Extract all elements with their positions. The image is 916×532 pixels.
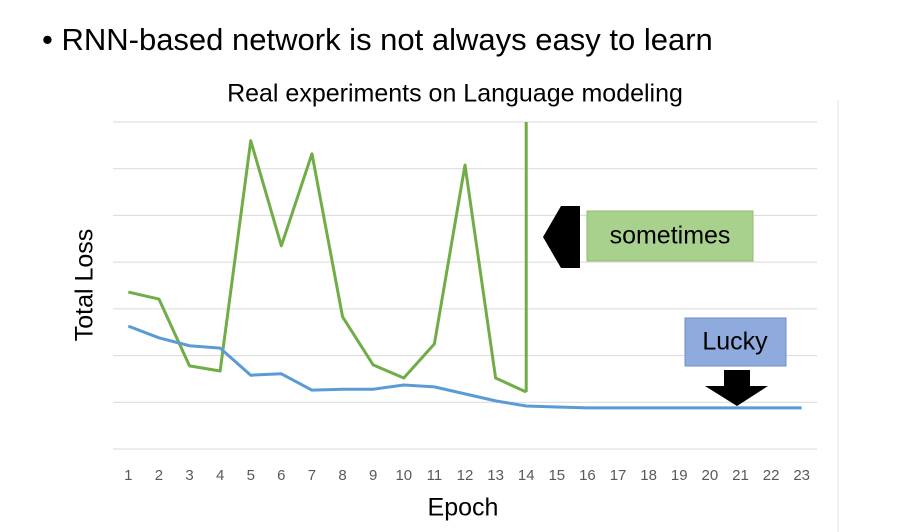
x-tick-label: 17 — [610, 467, 627, 484]
x-tick-label: 21 — [732, 467, 749, 484]
x-tick-label: 13 — [487, 467, 504, 484]
x-tick-label: 8 — [338, 467, 346, 484]
lucky-box — [684, 317, 787, 367]
x-tick-label: 7 — [308, 467, 316, 484]
x-tick-label: 16 — [579, 467, 596, 484]
x-tick-label: 5 — [247, 467, 255, 484]
x-tick-label: 22 — [763, 467, 780, 484]
y-axis-label: Total Loss — [71, 229, 99, 342]
x-tick-label: 6 — [277, 467, 285, 484]
x-tick-label: 15 — [548, 467, 565, 484]
x-tick-label: 1 — [124, 467, 132, 484]
plot: 1 2 3 4 5 6 7 8 9 10 11 12 13 14 15 16 17 18 19 20 21 22 23 — [113, 121, 817, 484]
legend-label: sometimes — [610, 222, 731, 250]
x-tick-label: 20 — [702, 467, 719, 484]
legend-label: Lucky — [702, 328, 768, 356]
line-series — [127, 139, 527, 394]
x-tick-label: 3 — [185, 467, 193, 484]
x-tick-label: 19 — [671, 467, 688, 484]
x-tick-label: 18 — [640, 467, 657, 484]
x-tick-label: 12 — [457, 467, 474, 484]
heading: • RNN-based network is not always easy t… — [42, 22, 713, 57]
line-series — [127, 324, 802, 410]
arrow-down — [705, 370, 768, 406]
x-tick-label: 2 — [155, 467, 163, 484]
x-tick-label: 10 — [395, 467, 412, 484]
x-axis-label: Epoch — [428, 494, 499, 522]
x-tick-label: 9 — [369, 467, 377, 484]
x-tick-label: 4 — [216, 467, 224, 484]
chart-title: Real experiments on Language modeling — [227, 80, 683, 108]
x-tick-label: 11 — [427, 467, 443, 484]
x-tick-label: 14 — [518, 467, 535, 484]
arrow-left — [543, 206, 580, 268]
sometimes-box — [586, 210, 754, 262]
x-tick-label: 23 — [793, 467, 810, 484]
